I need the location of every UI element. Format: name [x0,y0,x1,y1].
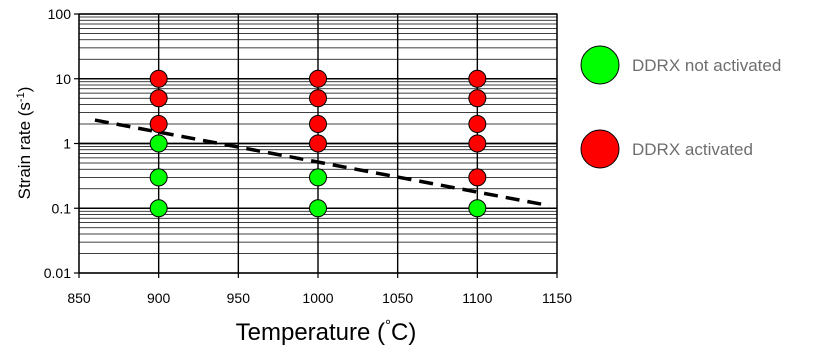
point-ddrx-activated [309,89,327,108]
point-ddrx-activated [309,115,327,134]
point-ddrx-activated [468,134,487,153]
y-axis-label: Strain rate (s-1) [15,87,34,200]
x-tick-label: 1000 [302,290,333,306]
x-axis-ticks: 850 900 950 1000 1050 1100 1150 [67,273,572,306]
point-ddrx-not-activated [309,199,327,218]
point-ddrx-activated [468,168,487,187]
legend-item-not-activated: DDRX not activated [580,45,781,85]
point-ddrx-not-activated [149,134,168,153]
point-ddrx-not-activated [468,199,487,218]
legend-marker-not-activated [580,45,620,85]
ddrx-boundary-line [94,118,550,208]
legend: DDRX not activated DDRX activated [580,45,781,169]
legend-marker-activated [580,129,620,169]
x-tick-label: 1150 [542,290,572,306]
legend-label-not-activated: DDRX not activated [632,56,781,75]
point-ddrx-not-activated [309,168,327,187]
point-ddrx-activated [309,134,327,153]
y-tick-label: 1 [63,136,71,152]
x-tick-label: 950 [227,290,251,306]
data-points [149,69,487,218]
y-tick-label: 0.01 [44,265,71,281]
point-ddrx-not-activated [149,168,168,187]
x-tick-label: 1050 [382,290,413,306]
point-ddrx-activated [149,89,168,108]
point-ddrx-activated [149,115,168,134]
x-tick-label: 850 [67,290,91,306]
x-tick-label: 900 [147,290,171,306]
y-tick-label: 100 [48,6,72,22]
point-ddrx-not-activated [149,199,168,218]
y-axis-ticks: 0.01 0.1 1 10 100 [44,6,79,281]
legend-label-activated: DDRX activated [632,140,753,159]
point-ddrx-activated [309,69,327,88]
x-axis-label: Temperature (°C) [236,317,417,346]
legend-item-activated: DDRX activated [580,129,753,169]
y-tick-label: 0.1 [52,200,72,216]
point-ddrx-activated [468,115,487,134]
y-tick-label: 10 [55,71,71,87]
x-tick-label: 1100 [462,290,492,306]
point-ddrx-activated [468,89,487,108]
point-ddrx-activated [468,69,487,88]
point-ddrx-activated [149,69,168,88]
